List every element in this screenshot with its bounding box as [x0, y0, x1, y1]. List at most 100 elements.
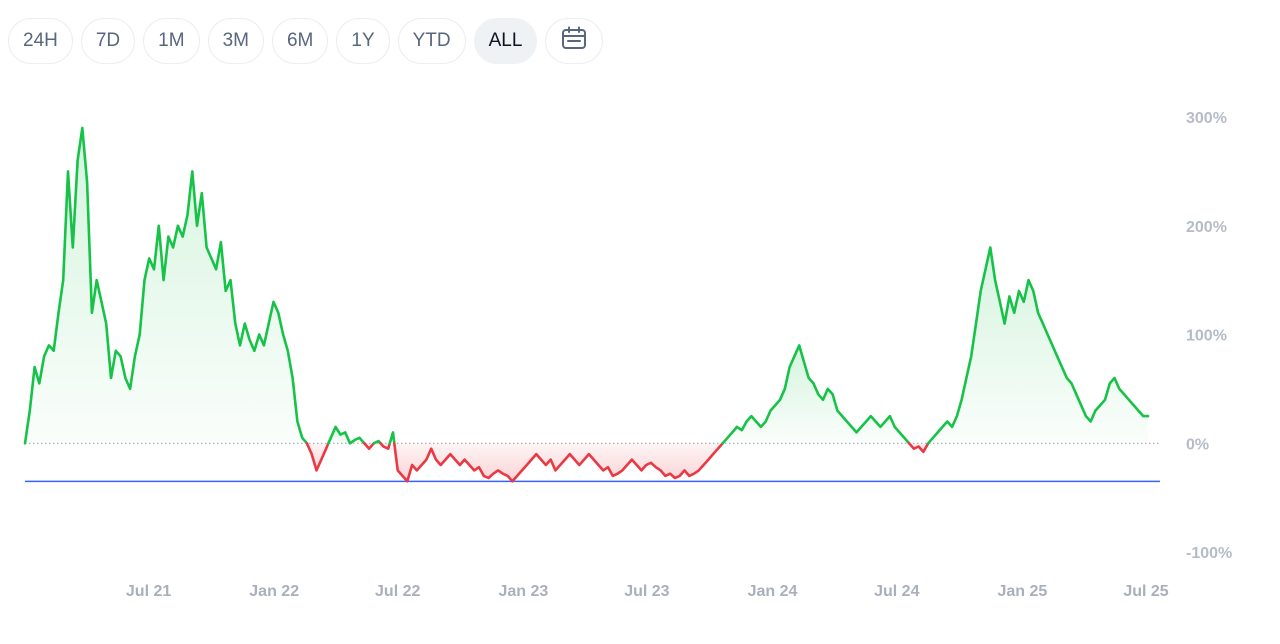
data-point-129 — [640, 468, 644, 472]
data-point-2 — [33, 365, 37, 369]
data-point-131 — [649, 461, 653, 465]
range-button-6m[interactable]: 6M — [271, 18, 329, 64]
data-point-114 — [568, 452, 572, 456]
data-point-184 — [902, 436, 906, 440]
data-point-198 — [969, 354, 973, 358]
data-point-137 — [678, 474, 682, 478]
data-point-212 — [1036, 311, 1040, 315]
data-point-167 — [821, 398, 825, 402]
data-point-183 — [898, 430, 902, 434]
range-button-ytd[interactable]: YTD — [397, 18, 466, 64]
data-point-213 — [1041, 322, 1045, 326]
range-button-24h[interactable]: 24H — [8, 18, 73, 64]
data-point-106 — [530, 458, 534, 462]
data-point-158 — [778, 398, 782, 402]
range-button-7d[interactable]: 7D — [80, 18, 136, 64]
data-point-215 — [1050, 343, 1054, 347]
positive-series-line-2 — [327, 425, 366, 445]
y-tick-label-4: -100% — [1186, 545, 1232, 562]
data-point-43 — [229, 278, 233, 282]
data-point-150 — [740, 428, 744, 432]
data-point-229 — [1117, 387, 1121, 391]
data-point-189 — [926, 441, 930, 445]
data-point-133 — [659, 468, 663, 472]
x-tick-label-2: Jul 22 — [375, 583, 420, 600]
data-point-218 — [1065, 376, 1069, 380]
data-point-119 — [592, 458, 596, 462]
data-point-16 — [100, 300, 104, 304]
data-point-72 — [367, 447, 371, 451]
data-point-187 — [917, 445, 921, 449]
data-point-74 — [377, 439, 381, 443]
x-tick-label-1: Jan 22 — [249, 583, 299, 600]
data-point-112 — [558, 463, 562, 467]
data-point-231 — [1127, 398, 1131, 402]
x-tick-label-4: Jul 23 — [624, 583, 669, 600]
data-point-89 — [448, 452, 452, 456]
data-point-54 — [281, 333, 285, 337]
data-point-140 — [692, 472, 696, 476]
data-point-38 — [205, 246, 209, 250]
data-point-130 — [644, 463, 648, 467]
data-point-211 — [1031, 289, 1035, 293]
range-button-3m[interactable]: 3M — [207, 18, 264, 64]
data-point-27 — [152, 267, 156, 271]
data-point-146 — [721, 441, 725, 445]
negative-series-line-3 — [363, 442, 376, 450]
date-picker-button[interactable] — [545, 18, 604, 64]
data-point-61 — [315, 468, 319, 472]
data-point-45 — [238, 343, 242, 347]
data-point-219 — [1070, 381, 1074, 385]
data-point-37 — [200, 191, 204, 195]
data-point-20 — [119, 354, 123, 358]
data-point-209 — [1022, 300, 1026, 304]
data-point-95 — [477, 465, 481, 469]
data-point-156 — [769, 409, 773, 413]
data-point-225 — [1098, 403, 1102, 407]
data-point-13 — [85, 180, 89, 184]
data-point-33 — [181, 235, 185, 239]
data-point-1 — [28, 409, 32, 413]
range-button-1m[interactable]: 1M — [143, 18, 200, 64]
data-point-51 — [267, 322, 271, 326]
data-point-34 — [186, 213, 190, 217]
data-point-48 — [252, 349, 256, 353]
negative-area-fill-1 — [306, 443, 329, 471]
data-point-230 — [1122, 392, 1126, 396]
data-point-67 — [343, 430, 347, 434]
data-point-127 — [630, 458, 634, 462]
data-point-203 — [993, 278, 997, 282]
data-point-188 — [921, 450, 925, 454]
data-point-98 — [491, 472, 495, 476]
data-point-18 — [109, 376, 113, 380]
positive-series-line-6 — [388, 431, 396, 445]
data-point-201 — [984, 267, 988, 271]
data-point-191 — [936, 430, 940, 434]
range-button-all[interactable]: ALL — [473, 18, 538, 64]
negative-series-line-1 — [305, 442, 330, 472]
data-point-123 — [611, 474, 615, 478]
data-point-182 — [893, 425, 897, 429]
range-button-1y[interactable]: 1Y — [336, 18, 390, 64]
x-tick-label-8: Jul 25 — [1123, 583, 1168, 600]
data-point-32 — [176, 224, 180, 228]
data-point-101 — [506, 474, 510, 478]
data-point-196 — [960, 398, 964, 402]
data-point-17 — [104, 322, 108, 326]
data-point-134 — [663, 474, 667, 478]
x-tick-label-6: Jul 24 — [874, 583, 919, 600]
data-point-35 — [190, 169, 194, 173]
data-point-56 — [291, 376, 295, 380]
data-point-19 — [114, 349, 118, 353]
x-tick-label-5: Jan 24 — [748, 583, 798, 600]
positive-series-line-0 — [23, 126, 309, 445]
data-point-126 — [625, 463, 629, 467]
y-tick-label-3: 0% — [1186, 436, 1209, 453]
data-point-57 — [295, 420, 299, 424]
data-point-23 — [133, 354, 137, 358]
data-point-139 — [687, 474, 691, 478]
data-point-41 — [219, 240, 223, 244]
data-point-154 — [759, 425, 763, 429]
data-point-29 — [162, 278, 166, 282]
data-point-30 — [166, 235, 170, 239]
